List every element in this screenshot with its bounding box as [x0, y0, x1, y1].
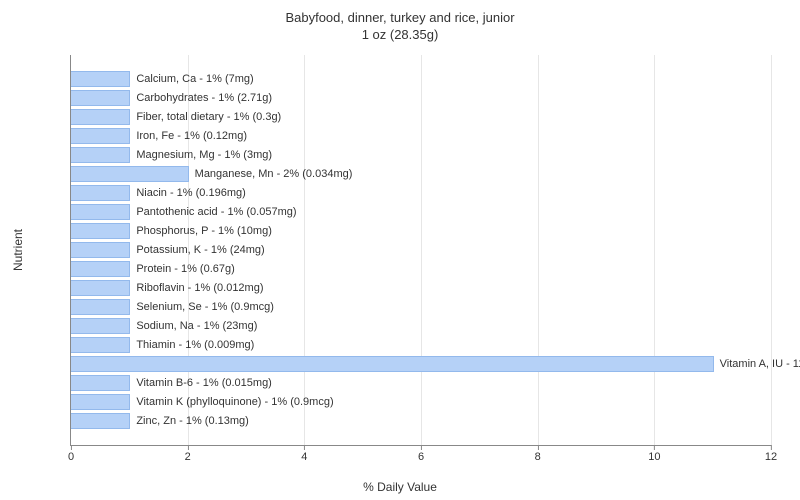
bar-label: Selenium, Se - 1% (0.9mcg) [130, 301, 274, 313]
bar-row: Vitamin B-6 - 1% (0.015mg) [71, 376, 771, 390]
bar-label: Riboflavin - 1% (0.012mg) [130, 282, 263, 294]
bar-row: Calcium, Ca - 1% (7mg) [71, 72, 771, 86]
x-tick: 0 [68, 445, 74, 463]
nutrient-chart: Babyfood, dinner, turkey and rice, junio… [0, 0, 800, 500]
bar-label: Carbohydrates - 1% (2.71g) [130, 92, 272, 104]
bar-row: Iron, Fe - 1% (0.12mg) [71, 129, 771, 143]
y-axis-label: Nutrient [11, 229, 25, 271]
bar [71, 356, 714, 372]
bar-row: Pantothenic acid - 1% (0.057mg) [71, 205, 771, 219]
bar [71, 147, 130, 163]
bar-row: Riboflavin - 1% (0.012mg) [71, 281, 771, 295]
bar [71, 299, 130, 315]
bar [71, 204, 130, 220]
chart-title: Babyfood, dinner, turkey and rice, junio… [0, 0, 800, 44]
bar-row: Sodium, Na - 1% (23mg) [71, 319, 771, 333]
bar [71, 375, 130, 391]
title-line-1: Babyfood, dinner, turkey and rice, junio… [285, 10, 514, 25]
bar-row: Fiber, total dietary - 1% (0.3g) [71, 110, 771, 124]
bar-label: Thiamin - 1% (0.009mg) [130, 339, 254, 351]
bar-label: Vitamin K (phylloquinone) - 1% (0.9mcg) [130, 396, 333, 408]
bar-row: Magnesium, Mg - 1% (3mg) [71, 148, 771, 162]
bar [71, 242, 130, 258]
gridline [771, 55, 772, 445]
bar [71, 185, 130, 201]
bar-label: Vitamin B-6 - 1% (0.015mg) [130, 377, 272, 389]
bar-row: Vitamin K (phylloquinone) - 1% (0.9mcg) [71, 395, 771, 409]
bar-label: Niacin - 1% (0.196mg) [130, 187, 245, 199]
bar-label: Iron, Fe - 1% (0.12mg) [130, 130, 247, 142]
bar-label: Fiber, total dietary - 1% (0.3g) [130, 111, 281, 123]
bar-label: Pantothenic acid - 1% (0.057mg) [130, 206, 296, 218]
bar-label: Sodium, Na - 1% (23mg) [130, 320, 257, 332]
title-line-2: 1 oz (28.35g) [362, 27, 439, 42]
x-tick: 6 [418, 445, 424, 463]
x-axis-label: % Daily Value [363, 480, 437, 494]
bar-row: Zinc, Zn - 1% (0.13mg) [71, 414, 771, 428]
bar [71, 128, 130, 144]
bar-row: Thiamin - 1% (0.009mg) [71, 338, 771, 352]
x-tick: 4 [301, 445, 307, 463]
bar-row: Carbohydrates - 1% (2.71g) [71, 91, 771, 105]
bar-label: Vitamin A, IU - 11% (535IU) [714, 358, 800, 370]
x-tick: 12 [765, 445, 777, 463]
bar-label: Magnesium, Mg - 1% (3mg) [130, 149, 272, 161]
bar-label: Phosphorus, P - 1% (10mg) [130, 225, 272, 237]
bar [71, 280, 130, 296]
bar-row: Vitamin A, IU - 11% (535IU) [71, 357, 771, 371]
bar [71, 337, 130, 353]
x-tick: 2 [185, 445, 191, 463]
bar [71, 71, 130, 87]
bar-row: Niacin - 1% (0.196mg) [71, 186, 771, 200]
bar [71, 90, 130, 106]
bar [71, 261, 130, 277]
bar [71, 413, 130, 429]
bar [71, 166, 189, 182]
bar-label: Potassium, K - 1% (24mg) [130, 244, 264, 256]
bar-label: Protein - 1% (0.67g) [130, 263, 234, 275]
bar-row: Phosphorus, P - 1% (10mg) [71, 224, 771, 238]
x-tick: 10 [648, 445, 660, 463]
bar [71, 223, 130, 239]
bar-row: Selenium, Se - 1% (0.9mcg) [71, 300, 771, 314]
bar-row: Potassium, K - 1% (24mg) [71, 243, 771, 257]
x-tick: 8 [535, 445, 541, 463]
bar [71, 109, 130, 125]
bar-label: Zinc, Zn - 1% (0.13mg) [130, 415, 248, 427]
bar-label: Manganese, Mn - 2% (0.034mg) [189, 168, 353, 180]
plot-area: 024681012Calcium, Ca - 1% (7mg)Carbohydr… [70, 55, 771, 446]
bar-row: Protein - 1% (0.67g) [71, 262, 771, 276]
bar [71, 394, 130, 410]
bar-label: Calcium, Ca - 1% (7mg) [130, 73, 253, 85]
bar [71, 318, 130, 334]
bar-row: Manganese, Mn - 2% (0.034mg) [71, 167, 771, 181]
